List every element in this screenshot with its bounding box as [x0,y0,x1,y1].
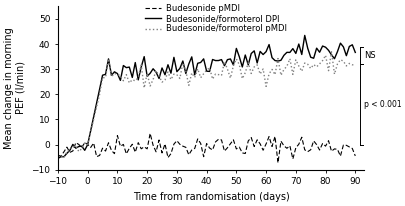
Legend: Budesonide pMDI, Budesonide/formoterol DPI, Budesonide/formoterol pMDI: Budesonide pMDI, Budesonide/formoterol D… [145,4,286,34]
Text: p < 0.001: p < 0.001 [363,100,401,109]
X-axis label: Time from randomisation (days): Time from randomisation (days) [132,192,289,202]
Y-axis label: Mean change in morning
PEF (l/min): Mean change in morning PEF (l/min) [4,27,26,149]
Text: NS: NS [363,51,375,60]
